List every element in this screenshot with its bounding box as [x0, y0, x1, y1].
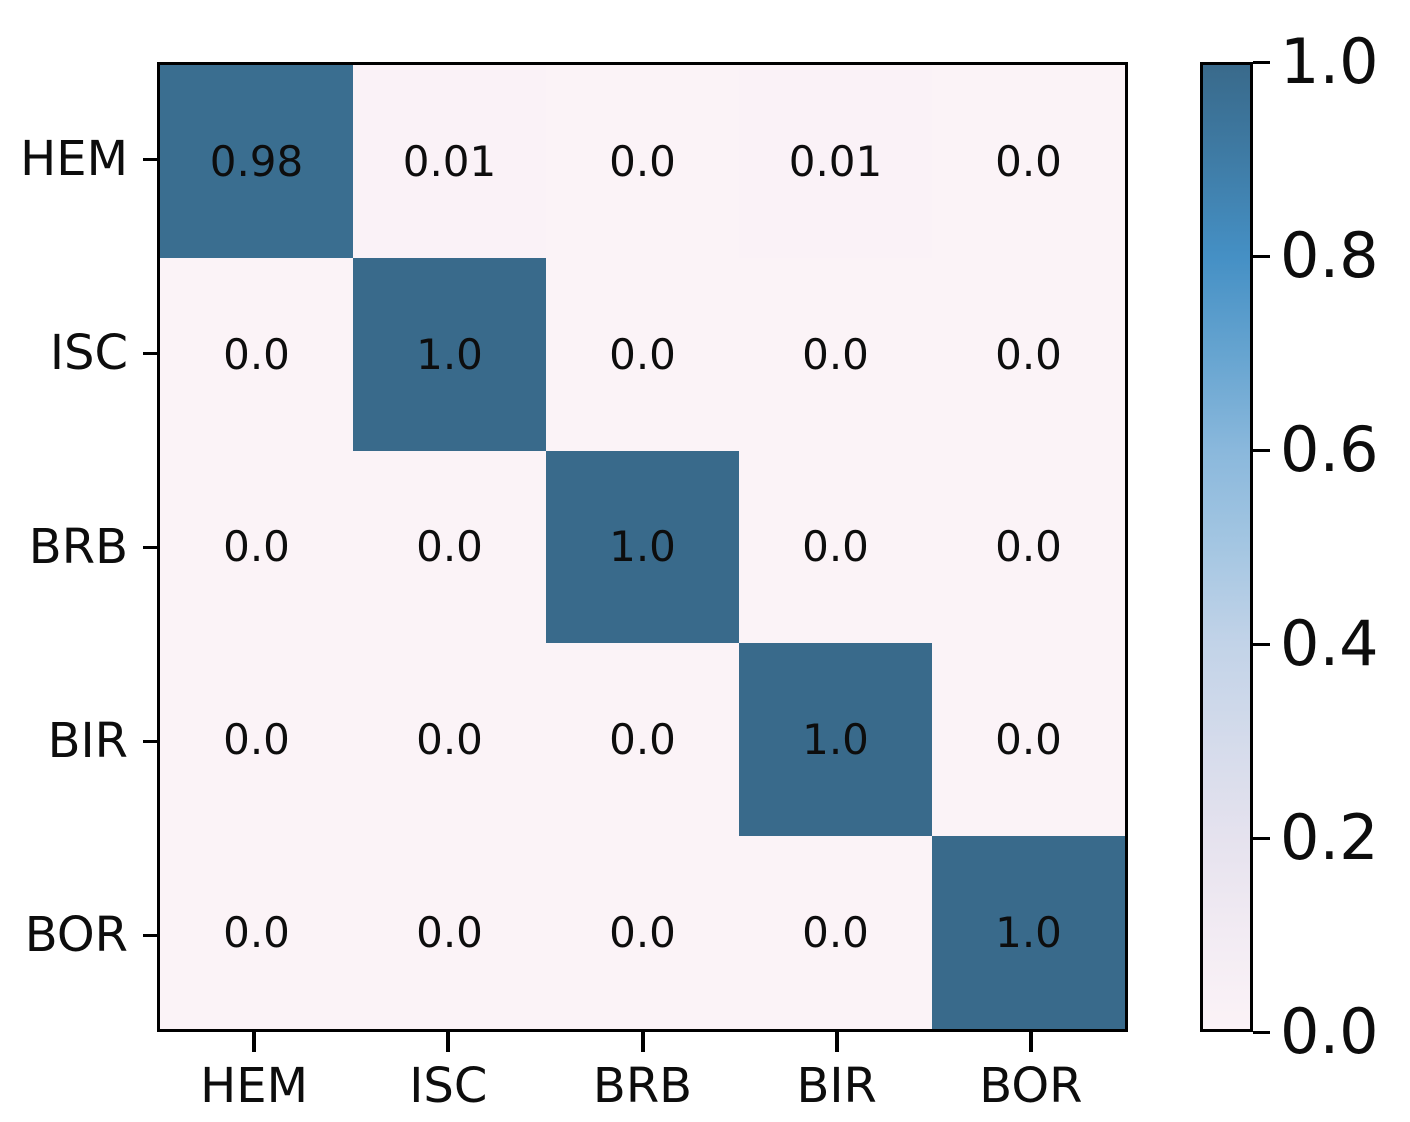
heatmap-cell: 0.0 — [160, 643, 353, 837]
x-tick-label: ISC — [409, 1058, 488, 1114]
x-tick-label: BOR — [979, 1058, 1083, 1114]
heatmap-cell: 0.0 — [160, 836, 353, 1029]
heatmap-cell: 0.0 — [739, 257, 932, 451]
colorbar-tick-mark — [1253, 448, 1270, 452]
colorbar-tick-label: 0.0 — [1280, 995, 1379, 1068]
colorbar-tick-mark — [1253, 254, 1270, 258]
x-tick-mark — [446, 1032, 451, 1052]
x-tick-mark — [1028, 1032, 1033, 1052]
colorbar-tick-mark — [1253, 60, 1270, 64]
colorbar-tick-mark — [1253, 836, 1270, 840]
heatmap-plot-area: 0.98 0.01 0.0 0.01 0.0 0.0 1.0 0.0 0.0 0.0 0.0 0.0 1… — [157, 62, 1128, 1032]
colorbar-tick-mark — [1253, 1030, 1270, 1034]
heatmap-cell: 0.01 — [353, 65, 546, 258]
colorbar — [1200, 62, 1253, 1032]
y-tick-label: BIR — [47, 713, 128, 769]
y-tick-mark — [143, 351, 157, 355]
heatmap-cell: 0.0 — [932, 643, 1125, 837]
heatmap-cell: 0.0 — [353, 836, 546, 1029]
heatmap-cell: 0.0 — [160, 257, 353, 451]
y-tick-mark — [143, 157, 157, 161]
y-tick-mark — [143, 933, 157, 937]
heatmap-cell: 0.0 — [932, 65, 1125, 258]
heatmap-cell: 0.0 — [353, 450, 546, 644]
heatmap-cell: 0.0 — [546, 643, 739, 837]
heatmap-cell: 1.0 — [739, 643, 932, 837]
heatmap-cell: 1.0 — [932, 836, 1125, 1029]
colorbar-tick-label: 0.2 — [1280, 801, 1379, 874]
x-tick-mark — [640, 1032, 645, 1052]
x-tick-label: BRB — [592, 1058, 693, 1114]
colorbar-tick-label: 0.4 — [1280, 607, 1379, 680]
colorbar-tick-label: 0.6 — [1280, 413, 1379, 486]
colorbar-tick-mark — [1253, 642, 1270, 646]
heatmap-cell: 0.0 — [932, 257, 1125, 451]
heatmap-cell: 0.0 — [546, 65, 739, 258]
heatmap-cell: 0.01 — [739, 65, 932, 258]
heatmap-cell: 0.0 — [546, 257, 739, 451]
heatmap-cell: 1.0 — [546, 450, 739, 644]
colorbar-tick-label: 1.0 — [1280, 25, 1379, 98]
y-tick-label: ISC — [49, 325, 128, 381]
y-tick-label: BOR — [24, 907, 128, 963]
heatmap-cell: 1.0 — [353, 257, 546, 451]
y-tick-mark — [143, 545, 157, 549]
heatmap-cell: 0.0 — [160, 450, 353, 644]
y-tick-label: BRB — [28, 519, 128, 575]
heatmap-cell: 0.0 — [739, 836, 932, 1029]
x-tick-label: HEM — [200, 1058, 309, 1114]
x-tick-label: BIR — [796, 1058, 877, 1114]
y-tick-label: HEM — [20, 131, 128, 187]
x-tick-mark — [834, 1032, 839, 1052]
heatmap-cell: 0.0 — [546, 836, 739, 1029]
y-tick-mark — [143, 739, 157, 743]
heatmap-cell: 0.0 — [932, 450, 1125, 644]
heatmap-cell: 0.0 — [353, 643, 546, 837]
heatmap-cell: 0.0 — [739, 450, 932, 644]
colorbar-tick-label: 0.8 — [1280, 219, 1379, 292]
x-tick-mark — [252, 1032, 257, 1052]
heatmap-cell: 0.98 — [160, 65, 353, 258]
